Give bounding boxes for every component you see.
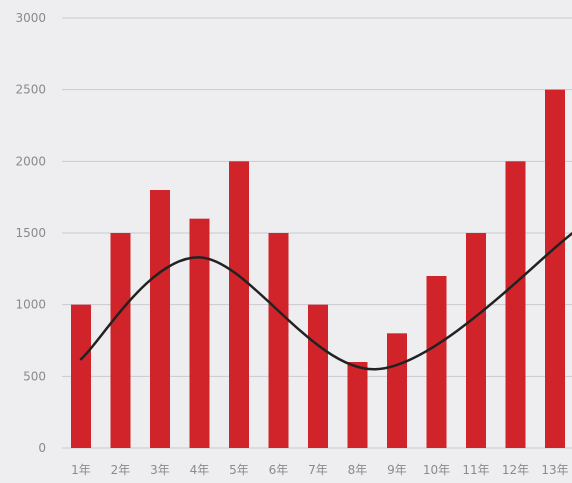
x-tick-label: 10年 xyxy=(423,463,450,477)
x-tick-label: 11年 xyxy=(462,463,489,477)
bar-4 xyxy=(189,218,210,448)
bar-13 xyxy=(545,89,565,449)
x-tick-label: 5年 xyxy=(229,463,249,477)
bar-11 xyxy=(466,233,486,448)
y-tick-label: 0 xyxy=(38,441,46,455)
bar-10 xyxy=(426,276,447,448)
y-tick-label: 500 xyxy=(23,369,46,383)
y-tick-label: 2000 xyxy=(15,154,46,168)
bar-5 xyxy=(229,161,249,449)
y-tick-label: 1000 xyxy=(15,298,46,312)
bar-12 xyxy=(505,161,526,449)
y-tick-label: 1500 xyxy=(15,226,46,240)
bar-7 xyxy=(308,304,328,448)
x-tick-label: 1年 xyxy=(71,463,91,477)
bar-8 xyxy=(347,362,368,448)
bars xyxy=(71,89,565,449)
x-tick-label: 8年 xyxy=(348,463,368,477)
x-tick-label: 2年 xyxy=(111,463,131,477)
x-tick-label: 3年 xyxy=(150,463,170,477)
bar-1 xyxy=(71,304,91,448)
x-tick-label: 9年 xyxy=(387,463,407,477)
x-axis-ticks: 1年 2年 3年 4年 5年 6年 7年 8年 9年 10年 11年 12年 13年 xyxy=(71,463,568,477)
x-tick-label: 4年 xyxy=(190,463,210,477)
x-tick-label: 13年 xyxy=(541,463,568,477)
x-tick-label: 7年 xyxy=(308,463,328,477)
y-tick-label: 3000 xyxy=(15,11,46,25)
trend-curve xyxy=(79,232,572,371)
x-tick-label: 12年 xyxy=(502,463,529,477)
y-tick-label: 2500 xyxy=(15,83,46,97)
bar-9 xyxy=(387,333,407,448)
y-axis-ticks: 0 500 1000 1500 2000 2500 3000 xyxy=(15,11,46,455)
bar-2 xyxy=(110,233,131,448)
x-tick-label: 6年 xyxy=(269,463,289,477)
bar-3 xyxy=(150,190,170,448)
bar-6 xyxy=(268,233,289,448)
